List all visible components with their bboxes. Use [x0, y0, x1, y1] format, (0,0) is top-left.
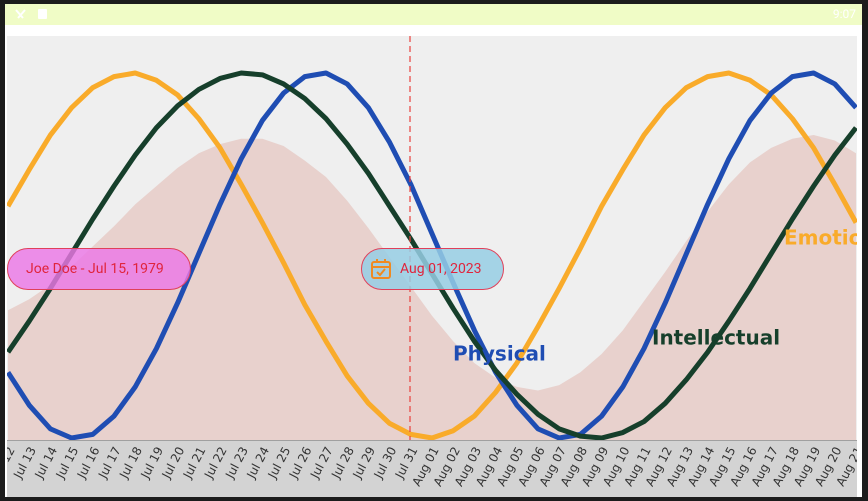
status-icons	[15, 9, 47, 19]
date-button[interactable]: Aug 01, 2023	[361, 248, 504, 290]
date-label: Aug 01, 2023	[400, 261, 482, 277]
series-label: Physical	[453, 342, 546, 366]
line-series	[7, 70, 857, 440]
screen: 9:07 PhysicalEmotionalIntellectual Jul 1…	[5, 4, 862, 497]
status-time: 9:07	[832, 7, 856, 21]
series-label: Intellectual	[652, 326, 780, 350]
calendar-icon	[371, 259, 391, 279]
x-axis-band	[7, 440, 857, 497]
series-label: Emotional	[784, 226, 862, 250]
chart: PhysicalEmotionalIntellectual Jul 12Jul …	[7, 36, 862, 497]
line-series	[7, 70, 857, 440]
profile-button[interactable]: Joe Doe - Jul 15, 1979	[7, 248, 191, 290]
status-bar: 9:07	[5, 4, 862, 25]
area	[8, 135, 856, 440]
